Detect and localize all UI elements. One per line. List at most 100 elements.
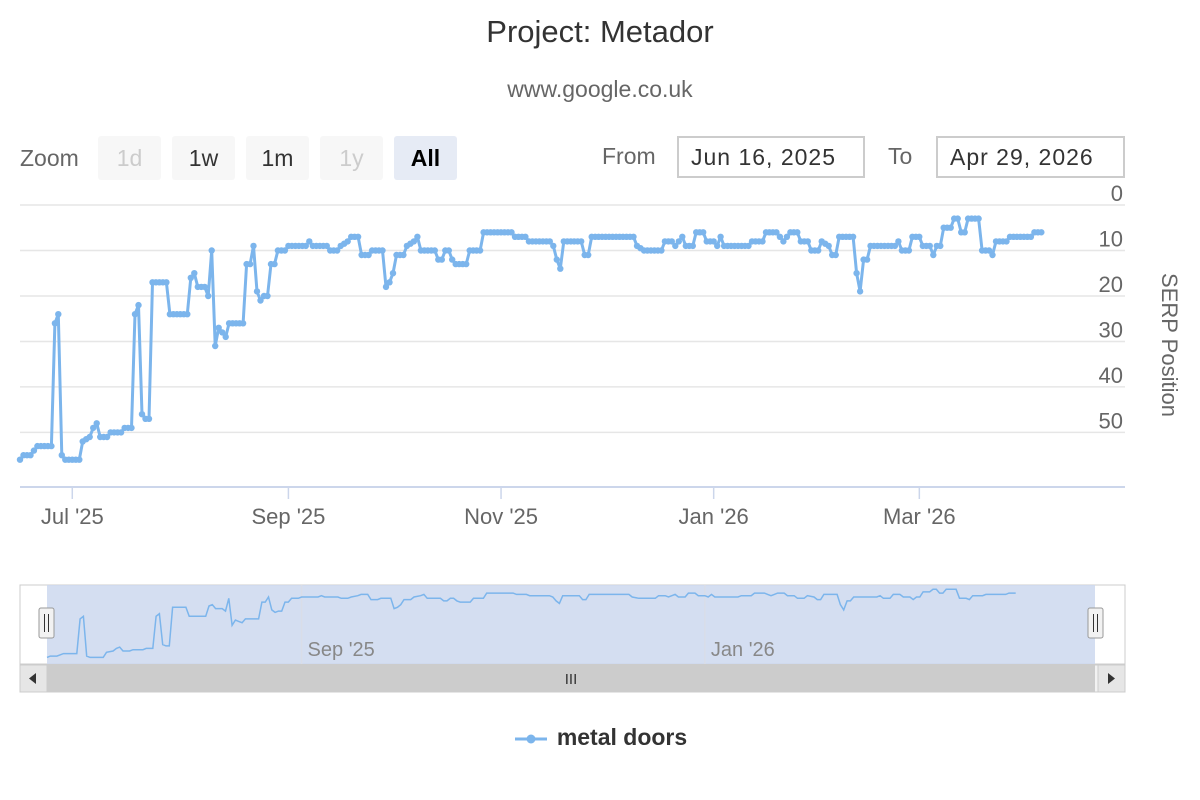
navigator-selected-range[interactable]	[47, 585, 1095, 664]
navigator-left-handle[interactable]	[38, 607, 55, 639]
data-point[interactable]	[930, 251, 937, 259]
data-point[interactable]	[117, 429, 125, 436]
data-point[interactable]	[832, 251, 839, 259]
data-point[interactable]	[815, 247, 822, 254]
data-point[interactable]	[208, 247, 215, 254]
data-point[interactable]	[382, 283, 390, 291]
data-point[interactable]	[773, 229, 780, 236]
data-point[interactable]	[222, 333, 229, 341]
data-point[interactable]	[1038, 229, 1045, 236]
data-point[interactable]	[804, 238, 811, 245]
zoom-button-1d[interactable]: 1d	[98, 136, 161, 180]
legend-item-metal-doors[interactable]: metal doors	[0, 724, 1200, 751]
from-date-input[interactable]: Jun 16, 2025	[677, 136, 865, 178]
data-point[interactable]	[239, 320, 247, 327]
data-point[interactable]	[187, 274, 194, 281]
data-point[interactable]	[16, 456, 24, 463]
data-point[interactable]	[891, 242, 899, 250]
data-point[interactable]	[30, 447, 38, 454]
data-point[interactable]	[783, 233, 791, 240]
data-point[interactable]	[717, 233, 724, 240]
data-point[interactable]	[205, 292, 212, 300]
data-point[interactable]	[51, 320, 59, 327]
data-point[interactable]	[135, 301, 142, 309]
data-point[interactable]	[344, 238, 351, 245]
data-point[interactable]	[145, 415, 153, 422]
data-point[interactable]	[103, 433, 111, 441]
scrollbar-thumb[interactable]	[47, 665, 1095, 692]
data-point[interactable]	[961, 229, 968, 236]
data-point[interactable]	[780, 238, 787, 245]
data-point[interactable]	[926, 242, 933, 250]
series-metal-doors[interactable]	[16, 215, 1045, 463]
data-point[interactable]	[856, 288, 864, 295]
zoom-button-1w[interactable]: 1w	[172, 136, 235, 180]
data-point[interactable]	[76, 456, 83, 463]
data-point[interactable]	[445, 247, 452, 254]
data-point[interactable]	[776, 233, 784, 240]
data-point[interactable]	[389, 270, 397, 277]
navigator-right-handle[interactable]	[1087, 607, 1104, 639]
data-point[interactable]	[400, 251, 407, 259]
to-date-input[interactable]: Apr 29, 2026	[936, 136, 1125, 178]
data-point[interactable]	[557, 265, 564, 272]
data-point[interactable]	[578, 238, 585, 245]
data-point[interactable]	[975, 215, 982, 222]
data-point[interactable]	[163, 279, 170, 286]
data-point[interactable]	[250, 242, 257, 250]
data-point[interactable]	[714, 242, 721, 250]
scroll-right-button[interactable]	[1097, 664, 1126, 693]
data-point[interactable]	[700, 229, 707, 236]
scroll-left-button[interactable]	[19, 664, 48, 693]
data-point[interactable]	[672, 242, 679, 250]
data-point[interactable]	[128, 424, 135, 432]
data-point[interactable]	[414, 233, 421, 240]
data-point[interactable]	[215, 324, 222, 331]
data-point[interactable]	[710, 238, 717, 245]
data-point[interactable]	[476, 247, 484, 254]
data-point[interactable]	[431, 247, 438, 254]
data-point[interactable]	[191, 270, 198, 277]
data-point[interactable]	[668, 238, 675, 245]
data-point[interactable]	[825, 242, 832, 250]
data-point[interactable]	[522, 233, 529, 240]
data-point[interactable]	[334, 247, 341, 254]
data-point[interactable]	[86, 433, 93, 441]
data-point[interactable]	[306, 238, 313, 245]
data-point[interactable]	[90, 424, 97, 432]
data-point[interactable]	[438, 256, 445, 263]
data-point[interactable]	[745, 242, 752, 250]
data-point[interactable]	[93, 420, 100, 427]
data-point[interactable]	[675, 238, 682, 245]
data-point[interactable]	[184, 311, 191, 318]
data-point[interactable]	[219, 329, 226, 336]
data-point[interactable]	[201, 283, 208, 291]
data-point[interactable]	[302, 242, 309, 250]
data-point[interactable]	[323, 242, 330, 250]
data-point[interactable]	[257, 297, 264, 304]
data-point[interactable]	[794, 229, 801, 236]
data-point[interactable]	[679, 233, 686, 240]
data-point[interactable]	[863, 256, 871, 263]
data-point[interactable]	[27, 452, 34, 459]
zoom-button-all[interactable]: All	[394, 136, 457, 180]
data-point[interactable]	[546, 238, 553, 245]
data-point[interactable]	[386, 279, 393, 286]
data-point[interactable]	[849, 233, 857, 240]
data-point[interactable]	[1003, 238, 1010, 245]
data-point[interactable]	[354, 233, 362, 240]
data-point[interactable]	[463, 260, 470, 268]
data-point[interactable]	[658, 247, 665, 254]
data-point[interactable]	[48, 442, 55, 450]
data-point[interactable]	[553, 256, 560, 263]
data-point[interactable]	[947, 224, 954, 231]
data-point[interactable]	[989, 251, 996, 259]
data-point[interactable]	[212, 342, 219, 350]
data-point[interactable]	[131, 311, 139, 318]
data-point[interactable]	[689, 242, 696, 250]
data-point[interactable]	[138, 411, 146, 418]
zoom-button-1m[interactable]: 1m	[246, 136, 309, 180]
navigator[interactable]: Sep '25 Jan '26	[19, 584, 1126, 665]
data-point[interactable]	[1027, 233, 1035, 240]
data-point[interactable]	[264, 292, 271, 300]
